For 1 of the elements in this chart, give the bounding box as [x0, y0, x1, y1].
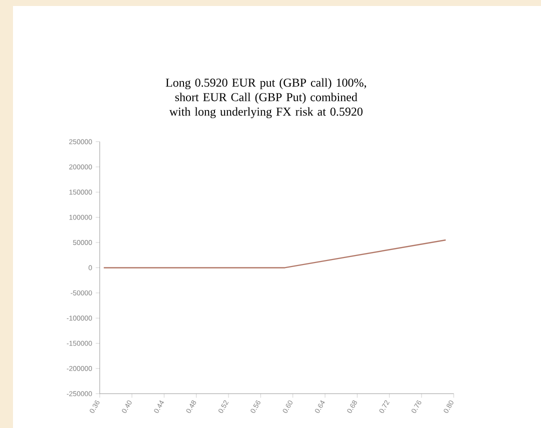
- chart-title: Long 0.5920 EUR put (GBP call) 100%, short EUR Call (GBP Put) combined with long underlying FX risk at 0.5920: [166, 78, 366, 118]
